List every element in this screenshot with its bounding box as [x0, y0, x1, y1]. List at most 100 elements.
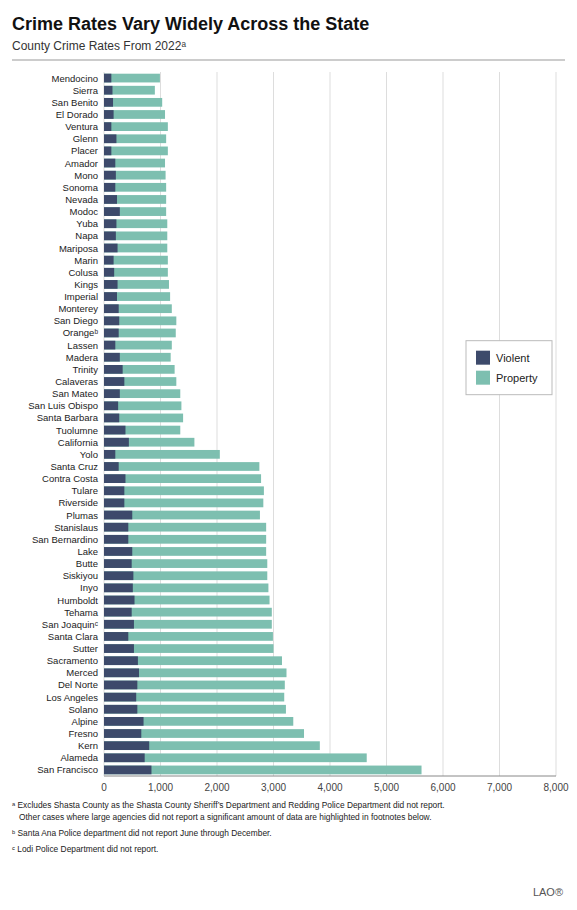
bar: [104, 86, 155, 95]
y-tick-label: Stanislaus: [54, 522, 98, 533]
bar: [104, 644, 274, 653]
x-tick-label: 6,000: [430, 782, 455, 793]
bar: [104, 316, 176, 325]
y-tick-label: Sutter: [73, 643, 98, 654]
y-tick-label: Sonoma: [63, 182, 99, 193]
x-tick-label: 7,000: [487, 782, 512, 793]
y-tick-label: Tulare: [71, 485, 98, 496]
bar: [104, 668, 139, 677]
y-tick-label: Colusa: [68, 267, 98, 278]
bar: [104, 147, 168, 156]
bar: [104, 766, 151, 775]
bar: [104, 632, 128, 641]
bar: [104, 329, 119, 338]
bar: [104, 741, 149, 750]
bar: [104, 122, 111, 131]
bar: [104, 693, 284, 702]
grid: [104, 72, 556, 776]
y-tick-label: Humboldt: [57, 595, 98, 606]
bar: [104, 244, 167, 253]
bar: [104, 608, 132, 617]
title: Crime Rates Vary Widely Across the State: [12, 14, 369, 34]
y-tick-label: Alameda: [61, 752, 99, 763]
bar: [104, 147, 111, 156]
bar: [104, 450, 115, 459]
y-tick-label: Placer: [71, 145, 98, 156]
y-tick-label: Madera: [66, 352, 99, 363]
bar: [104, 535, 266, 544]
bar: [104, 353, 171, 362]
bar: [104, 547, 132, 556]
y-tick-label: Solano: [68, 704, 98, 715]
bar: [104, 365, 123, 374]
bar: [104, 304, 119, 313]
bar: [104, 159, 115, 168]
y-tick-label: Marin: [74, 255, 98, 266]
bar: [104, 705, 137, 714]
y-tick-label: Mono: [74, 170, 98, 181]
bar: [104, 256, 168, 265]
y-tick-label: Calaveras: [55, 376, 98, 387]
x-tick-label: 1,000: [148, 782, 173, 793]
bar: [104, 86, 112, 95]
bar: [104, 244, 118, 253]
bar: [104, 596, 270, 605]
y-tick-label: Inyo: [80, 582, 98, 593]
y-tick-label: San Benito: [52, 97, 98, 108]
bar: [104, 159, 165, 168]
grid-line: [556, 72, 557, 776]
y-tick-label: San Bernardino: [32, 534, 98, 545]
y-tick-label: San Luis Obispo: [28, 400, 98, 411]
bar: [104, 365, 175, 374]
bar: [104, 207, 166, 216]
y-tick-label: Nevada: [65, 194, 98, 205]
bar: [104, 717, 144, 726]
y-tick-label: Butte: [76, 558, 98, 569]
y-tick-label: El Dorado: [56, 109, 98, 120]
y-tick-label: Mariposa: [59, 243, 99, 254]
y-tick-label: Amador: [65, 158, 98, 169]
bar: [104, 462, 259, 471]
y-tick-label: Lassen: [67, 340, 98, 351]
bar: [104, 523, 266, 532]
bar: [104, 389, 120, 398]
grid-line: [330, 72, 331, 776]
footnote: ᵃ Excludes Shasta County as the Shasta C…: [12, 800, 445, 822]
bar: [104, 766, 422, 775]
bar: [104, 304, 172, 313]
bar: [104, 547, 266, 556]
bar: [104, 571, 133, 580]
y-tick-label: Alpine: [72, 716, 98, 727]
y-tick-label: Glenn: [73, 133, 98, 144]
x-tick-label: 5,000: [374, 782, 399, 793]
bar: [104, 280, 118, 289]
bar: [104, 134, 116, 143]
bar: [104, 377, 176, 386]
footnote: ᵇ Santa Ana Police department did not re…: [12, 828, 272, 838]
grid-line: [386, 72, 387, 776]
x-tick-label: 3,000: [261, 782, 286, 793]
y-tick-label: Santa Clara: [48, 631, 99, 642]
y-tick-label: Napa: [75, 230, 98, 241]
bar: [104, 596, 135, 605]
bar: [104, 414, 119, 423]
bar: [104, 134, 166, 143]
y-tick-label: Santa Barbara: [37, 412, 99, 423]
y-tick-label: Imperial: [64, 291, 98, 302]
bar: [104, 583, 133, 592]
y-tick-label: Mendocino: [52, 73, 98, 84]
bar: [104, 705, 286, 714]
bar: [104, 74, 160, 83]
bar: [104, 559, 267, 568]
y-tick-label: Lake: [77, 546, 98, 557]
grid-line: [499, 72, 500, 776]
bar: [104, 620, 134, 629]
bar: [104, 110, 114, 119]
y-tick-label: Kern: [78, 740, 98, 751]
y-tick-label: Tehama: [64, 607, 99, 618]
x-axis: [104, 776, 556, 777]
y-tick-label: Del Norte: [58, 679, 98, 690]
bar: [104, 426, 125, 435]
bar: [104, 377, 124, 386]
footnote: ᶜ Lodi Police Department did not report.: [12, 844, 158, 854]
